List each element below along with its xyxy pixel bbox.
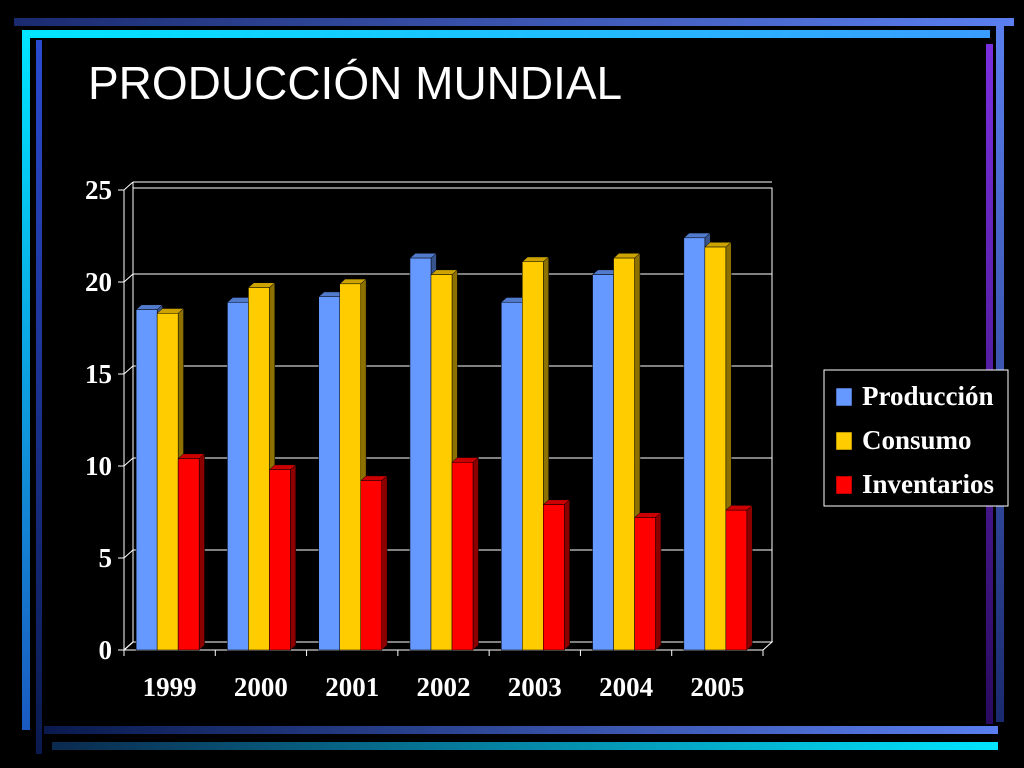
frame-bottom-bar [44, 726, 998, 734]
legend-swatch [835, 431, 853, 451]
y-tick-label: 5 [99, 543, 113, 573]
bar-side [381, 475, 388, 651]
bar [613, 257, 635, 651]
frame-top-bar [14, 18, 1014, 26]
legend-label: Inventarios [862, 469, 994, 499]
bar [269, 469, 291, 651]
legend-box [823, 369, 1009, 507]
frame-bottom-cyan-bar [52, 742, 998, 750]
bar [634, 517, 656, 651]
legend-label: Producción [862, 381, 994, 411]
gridline-depth [123, 273, 134, 283]
x-tick-label: 2002 [417, 672, 471, 702]
bar [339, 283, 361, 651]
bar [451, 462, 474, 651]
bar-side [564, 499, 570, 651]
slide-title: PRODUCCIÓN MUNDIAL [88, 57, 623, 109]
bar [543, 504, 565, 651]
y-tick-label: 10 [85, 451, 112, 481]
bar [522, 261, 544, 651]
x-tick-label: 2003 [508, 672, 562, 702]
gridline-depth [123, 549, 134, 559]
frame-top-cyan-bar [30, 30, 990, 38]
bar-side [472, 456, 479, 651]
bar-side [198, 453, 205, 651]
legend-label: Consumo [862, 425, 972, 455]
bar-side [290, 464, 297, 651]
left-wall-edge [123, 182, 134, 651]
bar [725, 509, 748, 651]
bar [135, 309, 158, 651]
bar [409, 257, 432, 651]
bar [592, 274, 614, 651]
gridline-depth [123, 365, 134, 375]
x-tick-label: 2005 [690, 672, 744, 702]
x-tick-label: 2004 [599, 672, 653, 702]
bar [704, 246, 727, 651]
bar-side [746, 504, 753, 651]
bar [430, 274, 453, 651]
x-tick-label: 2000 [234, 672, 288, 702]
legend-swatch [835, 387, 853, 407]
y-tick-label: 15 [85, 359, 112, 389]
bar [156, 313, 179, 651]
y-tick-label: 0 [99, 635, 113, 665]
legend-swatch [835, 475, 853, 495]
bar [248, 287, 270, 651]
frame-left-bar [22, 30, 30, 730]
bar [683, 237, 706, 651]
gridline-depth [123, 181, 134, 191]
bar [177, 458, 200, 651]
frame-left-dark-bar [36, 40, 42, 754]
bar [227, 301, 249, 651]
bar-side [655, 512, 662, 651]
x-tick-label: 2001 [325, 672, 379, 702]
gridline-depth [123, 457, 134, 467]
bar [318, 296, 340, 651]
y-tick-label: 25 [85, 175, 112, 205]
y-tick-label: 20 [85, 267, 112, 297]
x-tick-label: 1999 [143, 672, 197, 702]
bar [360, 480, 382, 651]
bar [501, 301, 523, 651]
